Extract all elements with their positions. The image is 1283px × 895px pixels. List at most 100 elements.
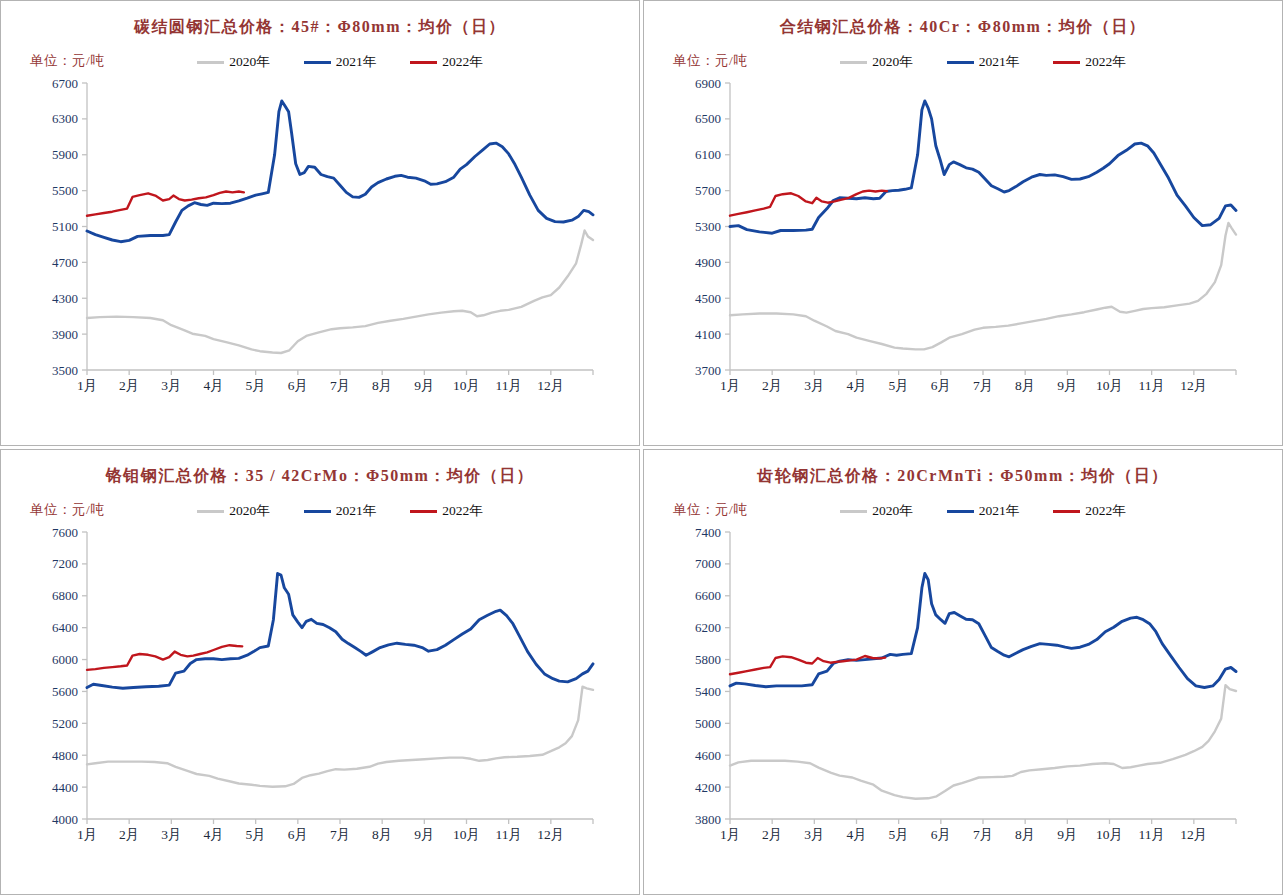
y-tick-label: 7200 — [52, 556, 78, 571]
unit-label: 单位：元/吨 — [673, 52, 747, 70]
x-tick-label: 9月 — [414, 827, 434, 842]
x-tick-label: 4月 — [846, 378, 866, 393]
y-tick-label: 4300 — [52, 291, 78, 306]
legend-label-2022: 2022年 — [1085, 502, 1126, 520]
legend-line-swatch-2020 — [197, 510, 224, 513]
y-tick-label: 4500 — [695, 291, 721, 306]
x-tick-label: 11月 — [495, 378, 522, 393]
legend-line-swatch-2022 — [1053, 61, 1080, 64]
series-line-2022年 — [87, 645, 242, 670]
y-tick-label: 6900 — [695, 76, 721, 91]
y-tick-label: 5200 — [52, 716, 78, 731]
x-tick-label: 7月 — [973, 378, 993, 393]
x-tick-label: 6月 — [931, 827, 951, 842]
chart-legend: 2020年 2021年 2022年 — [197, 53, 483, 71]
x-tick-label: 8月 — [372, 378, 392, 393]
x-tick-label: 10月 — [1096, 827, 1123, 842]
legend-item-2020: 2020年 — [840, 53, 913, 71]
x-tick-label: 12月 — [537, 378, 564, 393]
x-tick-label: 10月 — [453, 827, 480, 842]
chart-meta-row: 单位：元/吨 2020年 2021年 2022年 — [644, 51, 1282, 73]
x-tick-label: 9月 — [1057, 827, 1077, 842]
x-tick-label: 7月 — [330, 378, 350, 393]
y-tick-label: 5100 — [52, 219, 78, 234]
x-tick-label: 5月 — [889, 378, 909, 393]
y-tick-label: 6800 — [52, 588, 78, 603]
unit-label: 单位：元/吨 — [30, 501, 104, 519]
legend-line-swatch-2020 — [197, 61, 224, 64]
chart-dashboard: 碳结圆钢汇总价格：45#：Φ80mm：均价（日） 单位：元/吨 2020年 20… — [0, 0, 1283, 895]
line-chart-svg: 7600720068006400600056005200480044004000… — [1, 524, 639, 858]
chart-panel-cr-mo-steel-42crmo: 铬钼钢汇总价格：35 / 42CrMo：Φ50mm：均价（日） 单位：元/吨 2… — [0, 449, 640, 895]
series-line-2022年 — [730, 191, 887, 216]
x-tick-label: 11月 — [1138, 827, 1165, 842]
legend-line-swatch-2020 — [840, 510, 867, 513]
legend-item-2020: 2020年 — [197, 53, 270, 71]
chart-title: 铬钼钢汇总价格：35 / 42CrMo：Φ50mm：均价（日） — [11, 466, 629, 487]
legend-item-2022: 2022年 — [1053, 502, 1126, 520]
x-tick-label: 3月 — [804, 378, 824, 393]
series-line-2021年 — [87, 101, 593, 242]
legend-item-2021: 2021年 — [947, 53, 1020, 71]
x-tick-label: 12月 — [1180, 827, 1207, 842]
series-line-2020年 — [730, 223, 1236, 350]
y-tick-label: 5900 — [52, 147, 78, 162]
series-line-2020年 — [87, 687, 593, 787]
x-tick-label: 2月 — [119, 827, 139, 842]
unit-label: 单位：元/吨 — [673, 501, 747, 519]
x-tick-label: 11月 — [495, 827, 522, 842]
y-tick-label: 6700 — [52, 76, 78, 91]
legend-item-2020: 2020年 — [840, 502, 913, 520]
chart-panel-carbon-round-steel-45: 碳结圆钢汇总价格：45#：Φ80mm：均价（日） 单位：元/吨 2020年 20… — [0, 0, 640, 446]
y-tick-label: 5400 — [695, 684, 721, 699]
y-tick-label: 5300 — [695, 219, 721, 234]
x-tick-label: 7月 — [330, 827, 350, 842]
y-tick-label: 4800 — [52, 748, 78, 763]
legend-item-2021: 2021年 — [304, 502, 377, 520]
legend-item-2021: 2021年 — [947, 502, 1020, 520]
y-tick-label: 6100 — [695, 147, 721, 162]
legend-line-swatch-2022 — [410, 61, 437, 64]
legend-item-2021: 2021年 — [304, 53, 377, 71]
x-tick-label: 2月 — [762, 378, 782, 393]
legend-label-2020: 2020年 — [872, 502, 913, 520]
x-tick-label: 3月 — [161, 827, 181, 842]
chart-panel-gear-steel-20crmnti: 齿轮钢汇总价格：20CrMnTi：Φ50mm：均价（日） 单位：元/吨 2020… — [643, 449, 1283, 895]
y-tick-label: 3700 — [695, 363, 721, 378]
y-tick-label: 6300 — [52, 111, 78, 126]
x-tick-label: 8月 — [372, 827, 392, 842]
line-chart-svg: 6700630059005500510047004300390035001月2月… — [1, 75, 639, 409]
legend-line-swatch-2021 — [947, 61, 974, 64]
x-tick-label: 6月 — [931, 378, 951, 393]
y-tick-label: 5000 — [695, 716, 721, 731]
x-tick-label: 10月 — [1096, 378, 1123, 393]
series-line-2020年 — [87, 231, 593, 354]
y-tick-label: 6000 — [52, 652, 78, 667]
series-line-2020年 — [730, 685, 1236, 799]
x-tick-label: 3月 — [161, 378, 181, 393]
y-tick-label: 3500 — [52, 363, 78, 378]
y-tick-label: 4000 — [52, 812, 78, 827]
x-tick-label: 4月 — [846, 827, 866, 842]
legend-item-2022: 2022年 — [410, 502, 483, 520]
y-tick-label: 6600 — [695, 588, 721, 603]
x-tick-label: 7月 — [973, 827, 993, 842]
y-tick-label: 4400 — [52, 780, 78, 795]
y-tick-label: 3800 — [695, 812, 721, 827]
plot-area: 6900650061005700530049004500410037001月2月… — [644, 75, 1282, 409]
legend-item-2022: 2022年 — [410, 53, 483, 71]
chart-meta-row: 单位：元/吨 2020年 2021年 2022年 — [644, 500, 1282, 522]
y-tick-label: 3900 — [52, 327, 78, 342]
y-tick-label: 6500 — [695, 111, 721, 126]
x-tick-label: 9月 — [414, 378, 434, 393]
x-tick-label: 8月 — [1015, 378, 1035, 393]
line-chart-svg: 7400700066006200580054005000460042003800… — [644, 524, 1282, 858]
y-tick-label: 5700 — [695, 183, 721, 198]
legend-label-2021: 2021年 — [336, 53, 377, 71]
chart-title: 合结钢汇总价格：40Cr：Φ80mm：均价（日） — [654, 17, 1272, 38]
series-line-2021年 — [730, 574, 1236, 688]
x-tick-label: 6月 — [288, 827, 308, 842]
x-tick-label: 11月 — [1138, 378, 1165, 393]
x-tick-label: 6月 — [288, 378, 308, 393]
chart-legend: 2020年 2021年 2022年 — [197, 502, 483, 520]
